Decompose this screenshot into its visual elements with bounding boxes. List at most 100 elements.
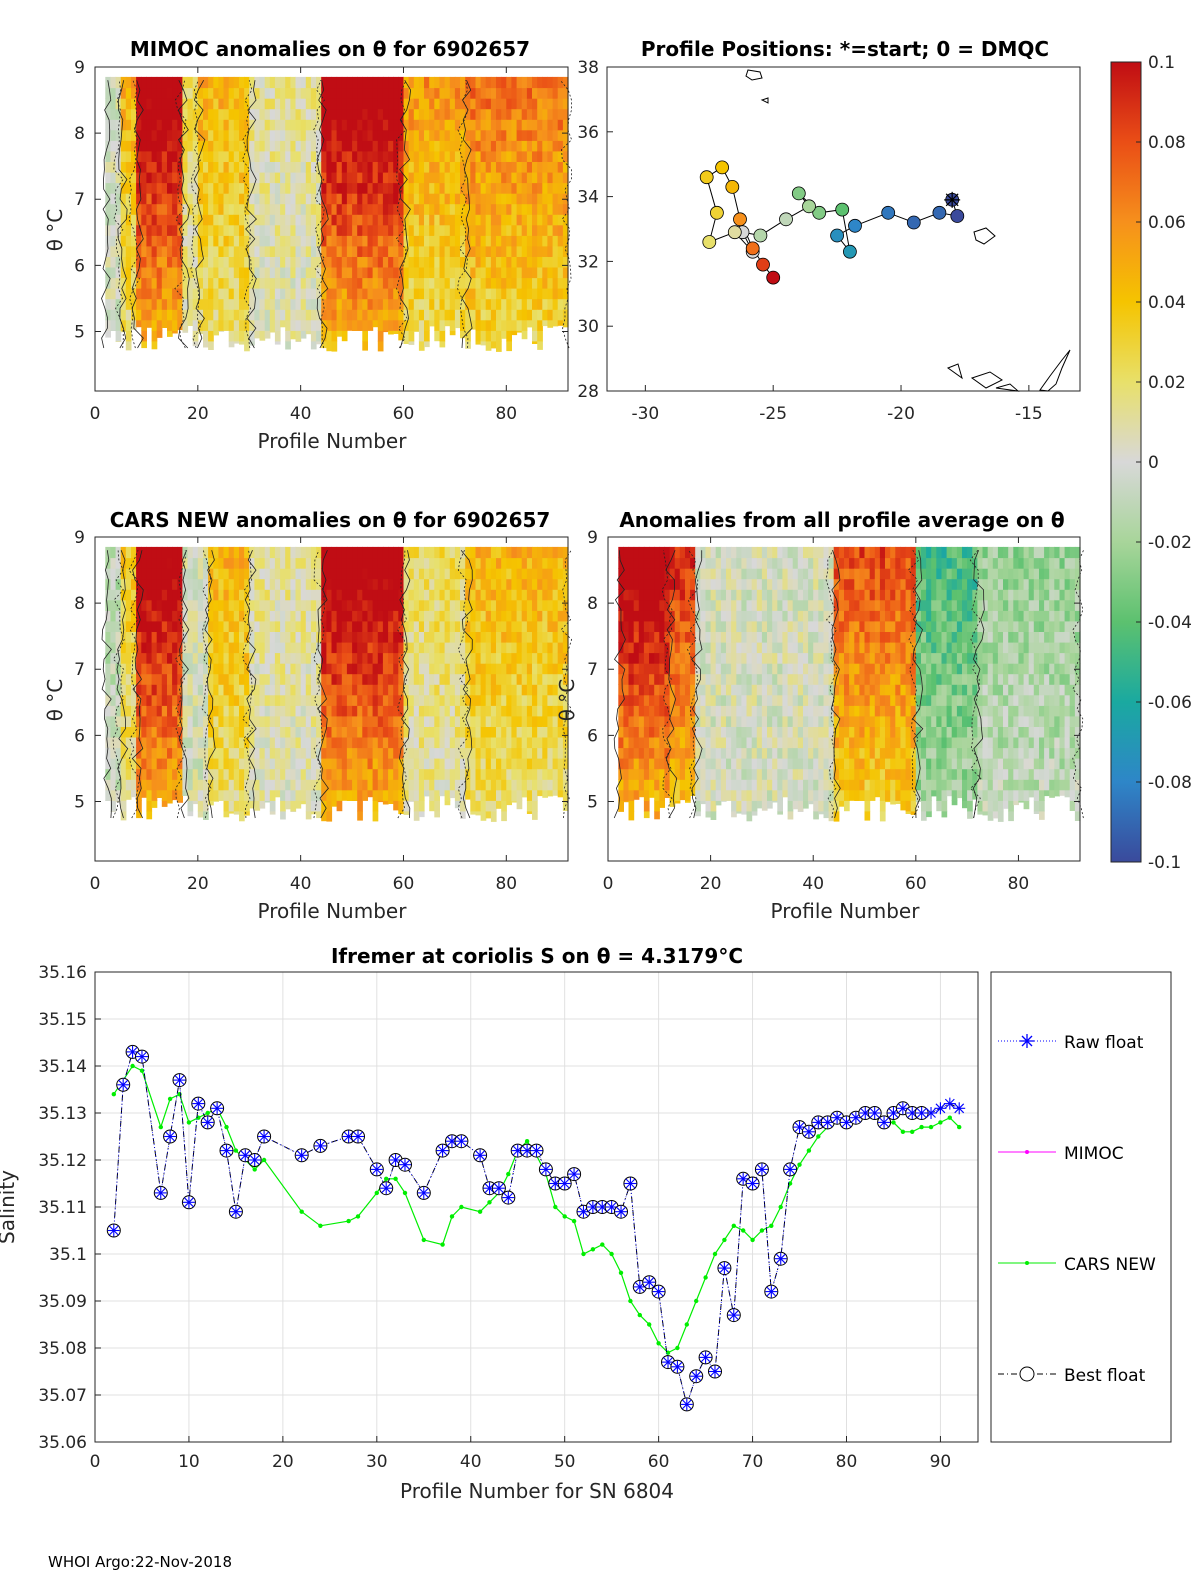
heatmap-cell [367, 684, 374, 696]
heatmap-cell [628, 758, 635, 770]
heatmap-cell [643, 768, 650, 780]
heatmap-cell [264, 76, 271, 89]
heatmap-cell [177, 266, 183, 279]
heatmap-cell [244, 610, 250, 622]
heatmap-cell [316, 214, 322, 226]
heatmap-cell [511, 214, 518, 226]
heatmap-cell [336, 620, 343, 632]
heatmap-cell [331, 193, 338, 205]
heatmap-cell [316, 610, 322, 622]
heatmap-cell [249, 330, 255, 342]
heatmap-cell [475, 224, 482, 236]
heatmap-cell [182, 309, 189, 321]
heatmap-cell [182, 150, 189, 162]
heatmap-cell [213, 277, 219, 289]
heatmap-cell [547, 277, 554, 289]
heatmap-cell [460, 277, 466, 289]
heatmap-cell [218, 140, 225, 152]
heatmap-cell [187, 119, 194, 131]
heatmap-cell [382, 277, 389, 289]
heatmap-cell [203, 694, 209, 706]
heatmap-cell [151, 568, 158, 580]
heatmap-cell [269, 631, 276, 643]
heatmap-cell [295, 673, 302, 685]
heatmap-cell [506, 631, 512, 643]
heatmap-cell [382, 768, 389, 780]
heatmap-cell [177, 119, 183, 131]
heatmap-cell [197, 610, 204, 622]
heatmap-cell [485, 568, 492, 580]
heatmap-cell [274, 319, 281, 331]
x-tick-label: 40 [290, 404, 312, 424]
heatmap-cell [249, 599, 255, 611]
heatmap-cell [192, 98, 199, 110]
positions-title: Profile Positions: *=start; 0 = DMQC [641, 37, 1049, 61]
heatmap-cell [300, 758, 307, 770]
heatmap-cell [254, 203, 261, 215]
heatmap-cell [264, 726, 271, 738]
heatmap-cell [480, 87, 487, 99]
heatmap-cell [208, 705, 214, 717]
heatmap-cell [362, 747, 368, 759]
heatmap-cell [562, 568, 569, 580]
heatmap-cell [552, 171, 559, 184]
heatmap-cell [239, 161, 245, 173]
heatmap-cell [254, 108, 261, 120]
heatmap-cell [460, 684, 466, 696]
heatmap-cell [223, 119, 230, 131]
heatmap-cell [346, 266, 353, 279]
heatmap-cell [485, 256, 492, 268]
heatmap-cell [290, 578, 297, 590]
heatmap-cell [532, 171, 538, 184]
heatmap-cell [393, 193, 399, 205]
heatmap-cell [197, 641, 204, 654]
heatmap-cell [177, 546, 183, 559]
heatmap-cell [449, 652, 456, 664]
heatmap-cell [521, 673, 528, 685]
heatmap-cell [233, 161, 240, 173]
heatmap-cell [623, 758, 630, 770]
heatmap-cell [285, 578, 291, 590]
heatmap-cell [285, 266, 291, 279]
heatmap-cell [449, 319, 456, 331]
heatmap-cell [480, 161, 487, 173]
heatmap-cell [280, 694, 286, 706]
heatmap-cell [388, 76, 394, 89]
heatmap-cell [346, 779, 353, 791]
heatmap-cell [115, 546, 122, 559]
heatmap-cell [321, 298, 327, 310]
heatmap-cell [156, 193, 163, 205]
heatmap-cell [336, 789, 343, 801]
heatmap-cell [125, 309, 132, 321]
heatmap-cell [393, 578, 399, 590]
heatmap-cell [131, 589, 137, 601]
heatmap-cell [346, 108, 353, 120]
heatmap-cell [177, 256, 183, 268]
heatmap-cell [316, 266, 322, 279]
heatmap-cell [203, 224, 209, 236]
heatmap-cell [141, 652, 147, 664]
heatmap-cell [305, 288, 312, 300]
heatmap-cell [460, 87, 466, 99]
heatmap-cell [208, 663, 214, 675]
heatmap-cell [161, 800, 168, 807]
heatmap-cell [506, 779, 512, 791]
heatmap-cell [372, 87, 379, 99]
heatmap-cell [547, 589, 554, 601]
heatmap-cell [537, 546, 543, 559]
heatmap-cell [352, 694, 358, 706]
heatmap-cell [280, 663, 286, 675]
heatmap-cell [669, 779, 676, 791]
heatmap-cell [208, 641, 214, 654]
heatmap-cell [310, 108, 317, 120]
heatmap-cell [521, 694, 528, 706]
heatmap-cell [362, 256, 368, 268]
heatmap-cell [454, 119, 461, 131]
heatmap-cell [156, 715, 163, 727]
heatmap-cell [408, 663, 415, 675]
heatmap-cell [465, 652, 471, 664]
heatmap-cell [669, 726, 676, 738]
heatmap-cell [167, 726, 173, 738]
heatmap-cell [341, 150, 348, 162]
heatmap-cell [300, 620, 307, 632]
